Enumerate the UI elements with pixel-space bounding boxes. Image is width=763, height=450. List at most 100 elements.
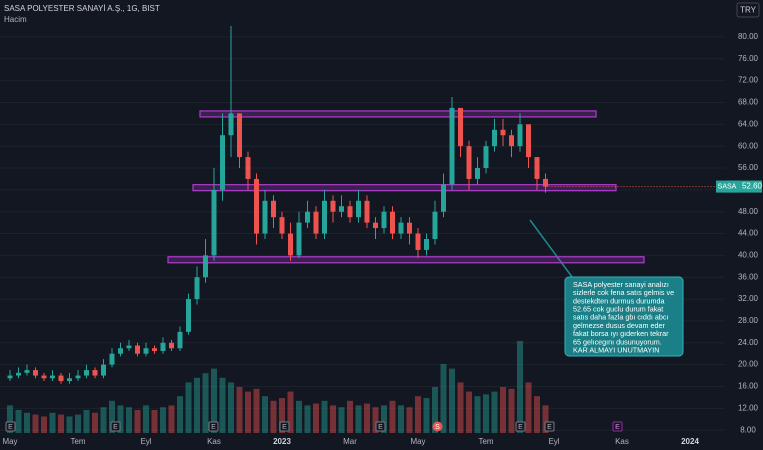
event-label: E — [378, 424, 383, 431]
volume-bar — [525, 382, 532, 433]
y-tick-label: 32.00 — [738, 294, 759, 303]
volume-bar — [534, 396, 540, 433]
candle-body — [135, 345, 140, 354]
volume-bar — [83, 410, 90, 433]
volume-bar — [321, 400, 328, 433]
event-marker — [515, 421, 526, 432]
candle-body — [449, 107, 455, 185]
volume-bar — [134, 410, 141, 433]
volume-bar — [457, 382, 464, 433]
event-label: E — [8, 424, 13, 431]
volume-bar — [236, 387, 243, 433]
candle-body — [7, 375, 13, 379]
event-label: E — [211, 424, 216, 431]
volume-bar — [398, 405, 404, 433]
candle-body — [305, 211, 310, 223]
candle-body — [492, 129, 497, 147]
volume-bar — [500, 387, 506, 433]
x-tick-label: Kas — [207, 437, 221, 446]
volume-bar — [126, 407, 132, 433]
volume-bar — [253, 388, 260, 433]
candle-body — [228, 113, 234, 136]
candle-body — [279, 217, 285, 234]
candle-body — [160, 342, 166, 351]
candle-body — [245, 157, 251, 179]
volume-bar — [15, 410, 22, 433]
annotation-line: satıs daha fazla gbı cıddı abcı — [573, 313, 669, 322]
volume-bar — [228, 382, 234, 433]
candle-body — [441, 184, 446, 212]
candle-body — [534, 157, 540, 179]
candle-body — [143, 348, 149, 354]
y-tick-label: 36.00 — [738, 272, 759, 281]
volume-bar — [296, 400, 302, 433]
candle-body — [41, 375, 47, 379]
candle-body — [313, 211, 319, 234]
volume-bar — [66, 416, 73, 433]
candle-body — [58, 375, 64, 382]
y-tick-label: 24.00 — [738, 338, 759, 347]
volume-bar — [58, 414, 64, 433]
y-tick-label: 72.00 — [738, 76, 759, 85]
x-tick-label: Eyl — [140, 437, 151, 446]
currency-button[interactable] — [736, 2, 760, 18]
candle-body — [475, 168, 480, 179]
candle-body — [75, 375, 81, 379]
volume-bar — [194, 377, 200, 433]
candle-body — [398, 222, 404, 234]
volume-bar — [304, 405, 311, 433]
candle-body — [466, 146, 472, 179]
volume-bar — [75, 414, 81, 433]
candle-body — [483, 146, 489, 169]
candle-body — [373, 222, 378, 229]
volume-bar — [415, 396, 421, 433]
candle-body — [407, 222, 412, 234]
volume-bar — [32, 414, 39, 433]
candle-body — [50, 375, 55, 379]
y-tick-label: 16.00 — [738, 382, 759, 391]
volume-bar — [177, 396, 183, 433]
volume-bar — [542, 405, 549, 433]
annotation-box — [564, 276, 684, 357]
x-tick-label: Mar — [343, 437, 357, 446]
volume-bar — [41, 416, 47, 433]
volume-bar — [364, 403, 370, 433]
candle-body — [237, 113, 242, 158]
volume-bar — [185, 382, 192, 433]
volume-bar — [168, 405, 175, 433]
x-tick-label: 2023 — [273, 437, 291, 446]
y-tick-label: 44.00 — [738, 229, 759, 238]
event-marker — [5, 421, 16, 432]
volume-bar — [389, 400, 396, 433]
event-marker — [208, 421, 219, 432]
volume-bar — [92, 412, 98, 433]
event-label: E — [547, 424, 552, 431]
candle-body — [271, 200, 276, 218]
y-tick-label: 28.00 — [738, 316, 759, 325]
y-tick-label: 60.00 — [738, 141, 759, 150]
volume-bar — [330, 405, 336, 433]
currency-label[interactable]: TRY — [740, 6, 757, 15]
volume-bar — [245, 391, 251, 433]
candle-body — [381, 211, 387, 229]
candle-body — [458, 107, 463, 147]
y-tick-label: 68.00 — [738, 98, 759, 107]
volume-bar — [491, 391, 498, 433]
volume-bar — [517, 341, 523, 433]
volume-bar — [279, 398, 285, 433]
volume-bar — [287, 391, 294, 433]
candle-body — [92, 370, 98, 376]
volume-bar — [49, 412, 56, 433]
event-label: E — [282, 424, 287, 431]
candle-body — [390, 211, 395, 234]
event-marker — [375, 421, 386, 432]
volume-bar — [160, 407, 166, 433]
y-tick-label: 76.00 — [738, 54, 759, 63]
candle-body — [109, 353, 115, 365]
volume-bar — [211, 368, 217, 433]
volume-bar — [117, 405, 124, 433]
candle-body — [254, 178, 259, 234]
candle-body — [330, 200, 336, 212]
event-label: E — [518, 424, 523, 431]
